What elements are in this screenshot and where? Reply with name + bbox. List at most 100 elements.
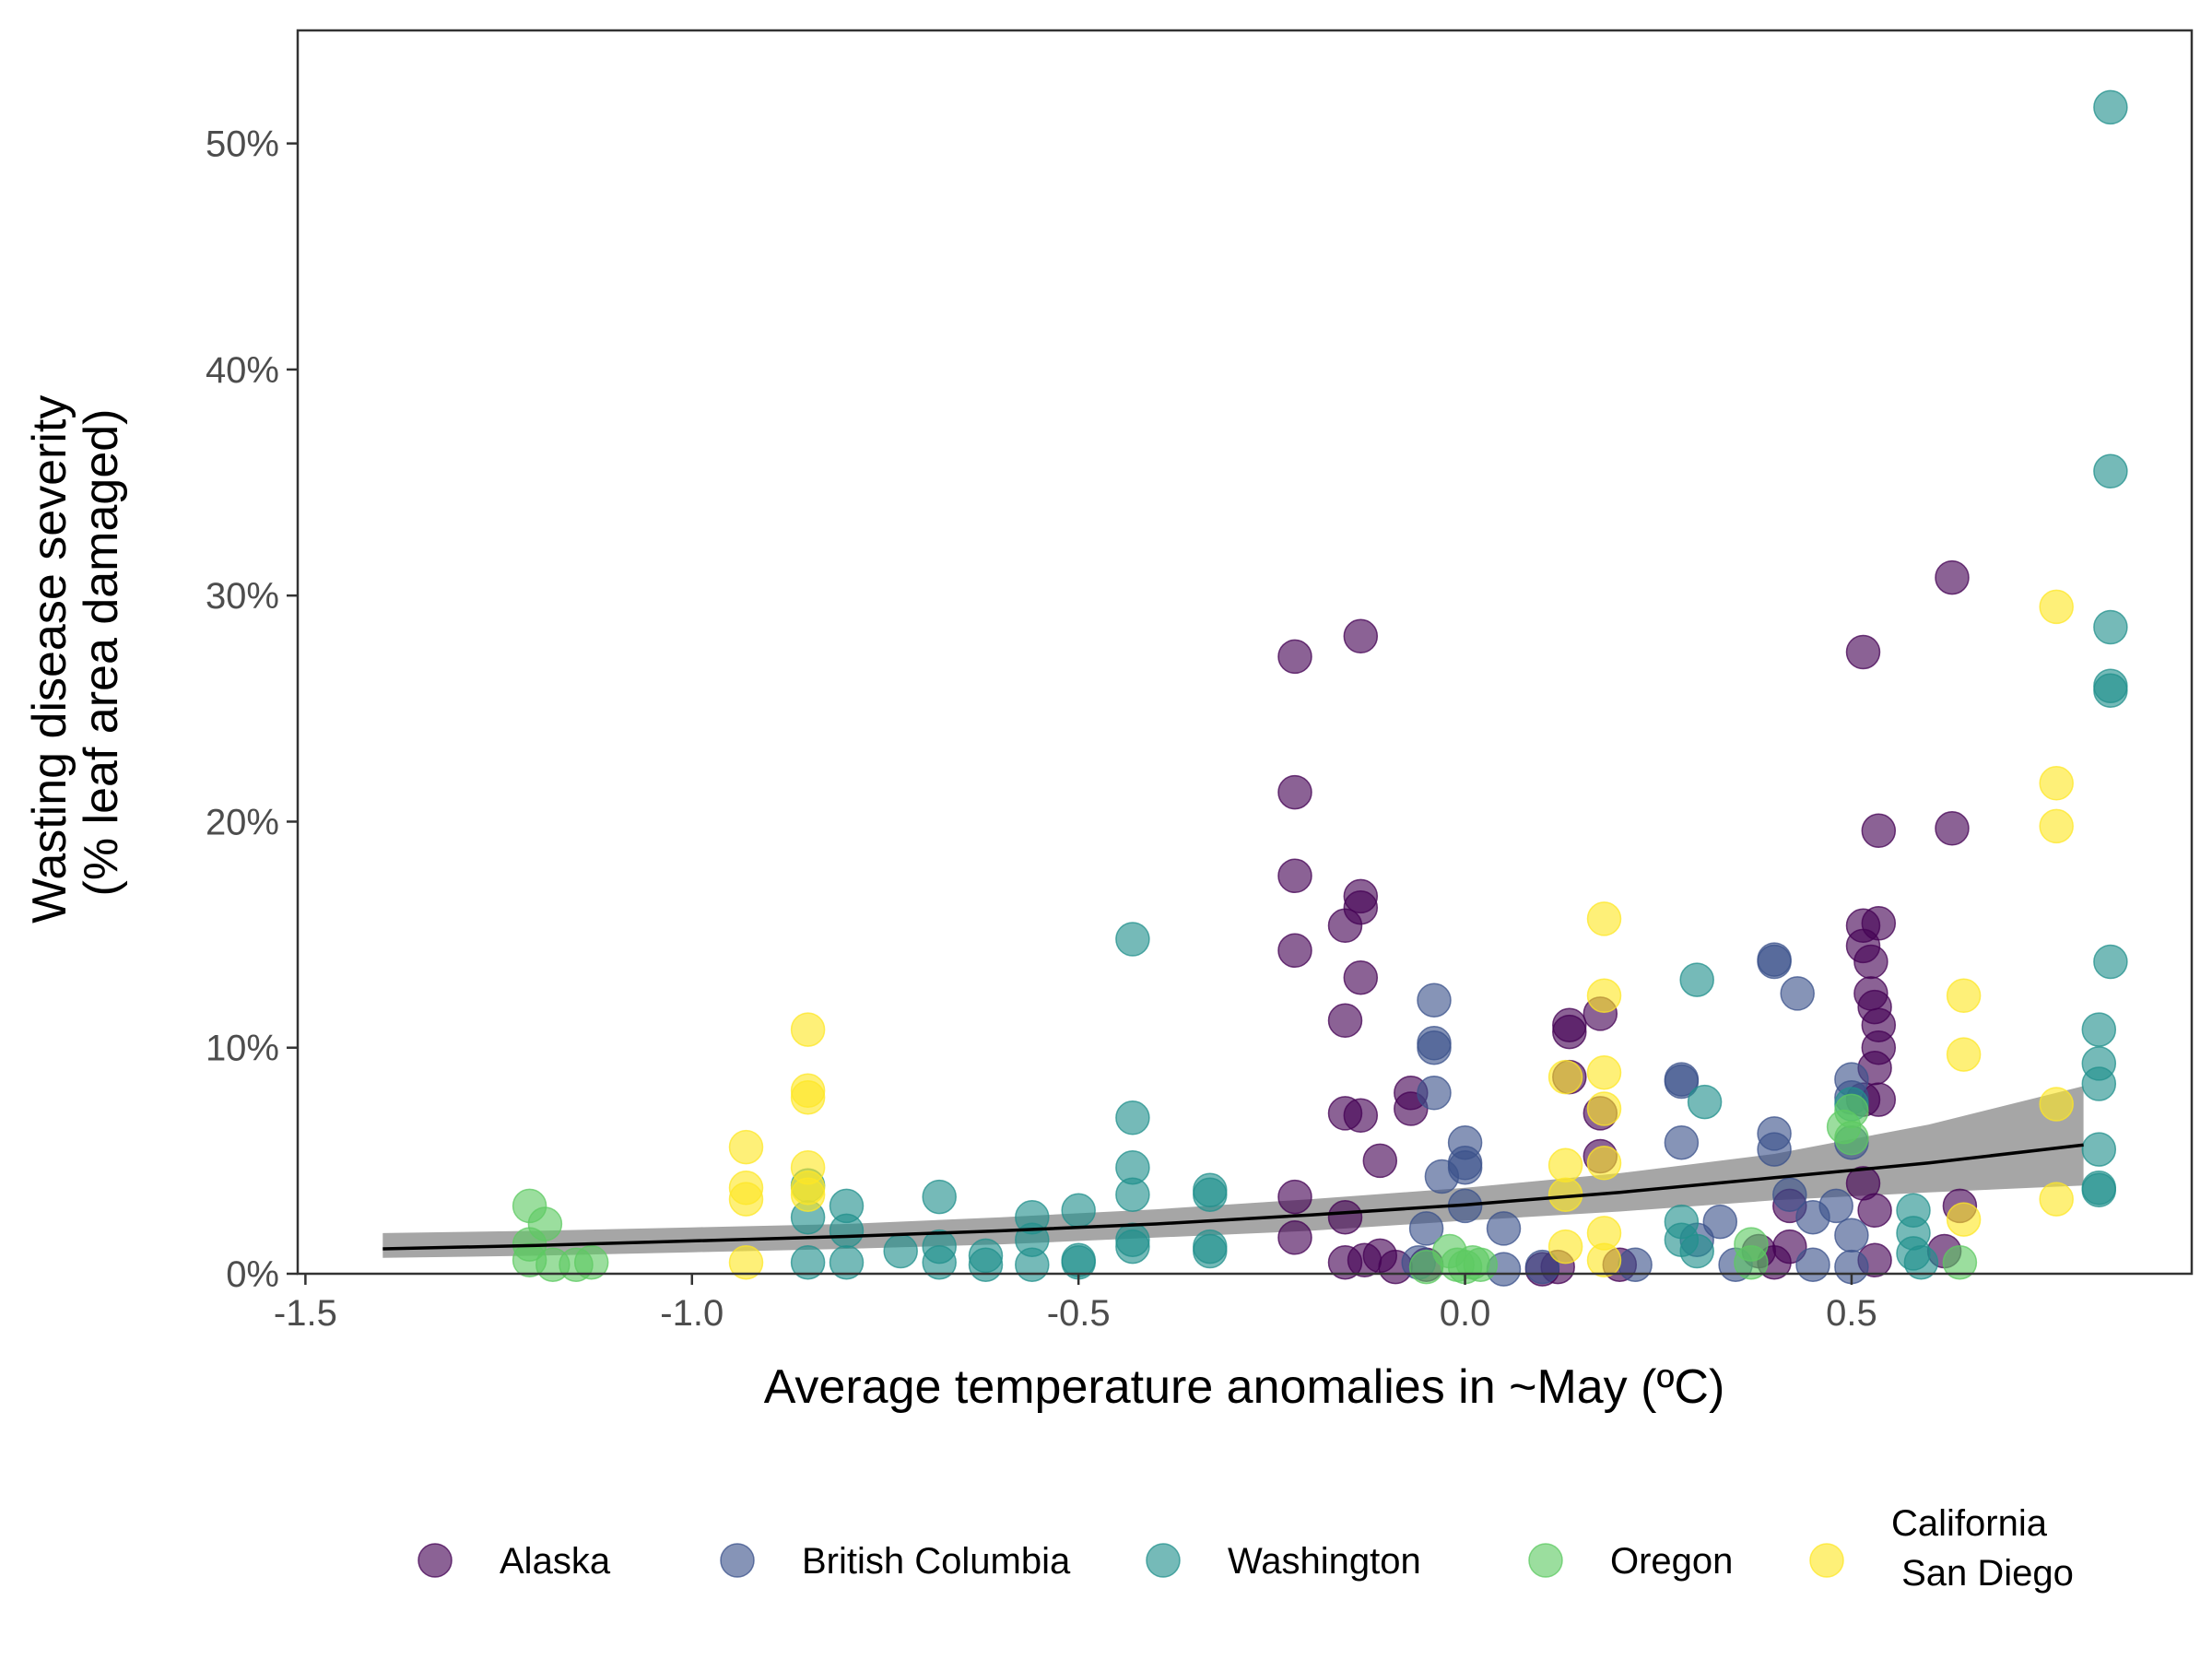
y-axis-title-line-1: Wasting disease severity	[23, 395, 76, 924]
data-point	[1772, 1177, 1807, 1212]
data-point	[1946, 1202, 1982, 1237]
data-point	[1524, 1249, 1560, 1285]
data-point	[922, 1179, 957, 1215]
legend-item: British Columbia	[720, 1541, 1071, 1582]
data-point	[829, 1244, 865, 1280]
data-point	[2093, 453, 2128, 489]
data-point	[2039, 589, 2074, 625]
legend-item: California San Diego	[1809, 1503, 2074, 1594]
data-point	[728, 1182, 764, 1217]
data-point	[1362, 1143, 1398, 1179]
data-point	[1327, 908, 1363, 944]
data-point	[2081, 1171, 2117, 1206]
series-4	[728, 589, 2074, 1280]
data-point	[2093, 89, 2128, 125]
data-point	[922, 1244, 957, 1280]
data-point	[2081, 1066, 2117, 1101]
y-tick-label: 40%	[206, 350, 279, 391]
data-point	[1463, 1247, 1499, 1282]
x-tick-label: -1.0	[660, 1293, 724, 1334]
legend-key	[720, 1543, 755, 1578]
data-point	[1115, 1229, 1150, 1265]
legend-item: Oregon	[1528, 1541, 1733, 1582]
data-point	[1935, 559, 1970, 595]
data-point	[1853, 944, 1888, 980]
data-point	[1845, 634, 1881, 670]
data-points-layer	[512, 89, 2128, 1287]
data-point	[1586, 901, 1622, 936]
data-point	[1417, 1076, 1452, 1111]
data-point	[1343, 959, 1379, 995]
data-point	[1486, 1211, 1522, 1246]
data-point	[1795, 1247, 1830, 1282]
legend-label-line: San Diego	[1891, 1553, 2074, 1594]
data-point	[1586, 1054, 1622, 1090]
data-point	[1834, 1121, 1869, 1156]
legend-key	[1809, 1543, 1844, 1578]
trend-line-layer	[382, 1143, 2084, 1251]
data-point	[1857, 1193, 1892, 1229]
data-point	[1687, 1084, 1723, 1120]
data-point	[1586, 1242, 1622, 1278]
legend-label: Oregon	[1610, 1541, 1733, 1582]
data-point	[1277, 1179, 1312, 1215]
y-tick-label: 50%	[206, 124, 279, 165]
data-point	[1757, 944, 1792, 980]
data-point	[1277, 774, 1312, 810]
legend: Alaska British Columbia Washington Oregon Ca…	[418, 1503, 2074, 1594]
data-point	[1861, 813, 1897, 849]
data-point	[1115, 1100, 1150, 1135]
data-point	[1193, 1229, 1228, 1265]
plot-panel-border	[296, 29, 2194, 1276]
legend-key	[1146, 1543, 1181, 1578]
data-point	[1618, 1247, 1653, 1282]
data-point	[728, 1129, 764, 1165]
legend-key	[1528, 1543, 1563, 1578]
data-point	[1903, 1244, 1939, 1280]
legend-key	[418, 1543, 453, 1578]
data-point	[1327, 1003, 1363, 1039]
data-point	[1664, 1062, 1700, 1097]
x-tick-label: -1.5	[274, 1293, 337, 1334]
data-point	[1327, 1199, 1363, 1235]
data-point	[1818, 1188, 1853, 1224]
y-tick-label: 10%	[206, 1029, 279, 1069]
data-point	[1015, 1247, 1050, 1282]
data-point	[1679, 962, 1714, 997]
legend-label: Alaska	[500, 1541, 611, 1582]
data-point	[968, 1247, 1004, 1282]
data-point	[1772, 1229, 1807, 1265]
data-point	[1417, 1030, 1452, 1065]
legend-item: Washington	[1146, 1541, 1421, 1582]
legend-label: British Columbia	[802, 1541, 1071, 1582]
data-point	[790, 1012, 826, 1047]
data-point	[1664, 1124, 1700, 1160]
trend-line	[382, 1143, 2084, 1251]
data-point	[2081, 1012, 2117, 1047]
data-point	[1547, 1229, 1583, 1265]
data-point	[1343, 618, 1379, 654]
data-point	[1780, 976, 1815, 1011]
x-axis-title: Average temperature anomalies in ~May (º…	[764, 1360, 1725, 1414]
data-point	[1277, 639, 1312, 675]
data-point	[1277, 1220, 1312, 1255]
x-axis: -1.5 -1.0 -0.5 0.0 0.5	[274, 1274, 1877, 1334]
y-axis-title-line-2: (% leaf area damaged)	[75, 409, 128, 897]
data-point	[1586, 978, 1622, 1014]
data-point	[1115, 922, 1150, 957]
data-point	[573, 1244, 609, 1280]
data-point	[2039, 808, 2074, 844]
data-point	[1417, 982, 1452, 1018]
data-point	[829, 1213, 865, 1249]
data-point	[1547, 1059, 1583, 1095]
x-tick-label: -0.5	[1047, 1293, 1111, 1334]
data-point	[1757, 1132, 1792, 1167]
data-point	[2039, 1087, 2074, 1122]
y-tick-label: 20%	[206, 802, 279, 842]
data-point	[790, 1079, 826, 1115]
y-axis-title: Wasting disease severity (% leaf area da…	[23, 382, 128, 924]
data-point	[883, 1233, 918, 1269]
data-point	[1586, 1146, 1622, 1181]
data-point	[1343, 1098, 1379, 1134]
